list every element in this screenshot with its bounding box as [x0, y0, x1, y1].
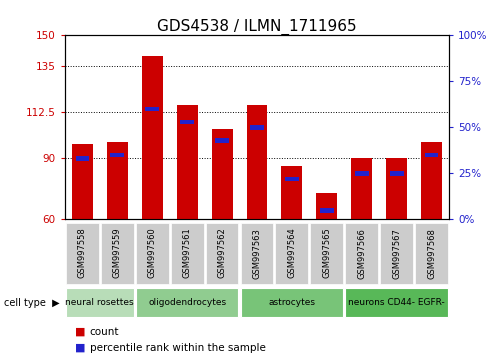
Bar [247, 105, 267, 219]
Bar [425, 153, 439, 157]
Text: percentile rank within the sample: percentile rank within the sample [90, 343, 265, 353]
Text: GSM997565: GSM997565 [322, 228, 331, 279]
FancyBboxPatch shape [275, 223, 308, 284]
Bar [250, 125, 264, 130]
Text: GSM997560: GSM997560 [148, 228, 157, 279]
Bar [72, 144, 93, 219]
Bar [281, 166, 302, 219]
Text: GSM997566: GSM997566 [357, 228, 366, 279]
Text: count: count [90, 327, 119, 337]
Bar [107, 142, 128, 219]
Text: GSM997562: GSM997562 [218, 228, 227, 279]
Text: GSM997558: GSM997558 [78, 228, 87, 279]
Text: ■: ■ [75, 327, 85, 337]
FancyBboxPatch shape [241, 223, 273, 284]
FancyBboxPatch shape [241, 288, 343, 317]
FancyBboxPatch shape [206, 223, 239, 284]
Text: GSM997563: GSM997563 [252, 228, 261, 279]
FancyBboxPatch shape [380, 223, 413, 284]
Text: GSM997559: GSM997559 [113, 228, 122, 279]
Bar [390, 171, 404, 176]
Text: neurons CD44- EGFR-: neurons CD44- EGFR- [348, 298, 445, 307]
Text: cell type  ▶: cell type ▶ [4, 298, 60, 308]
Bar [215, 138, 229, 143]
Bar [177, 105, 198, 219]
Text: GSM997567: GSM997567 [392, 228, 401, 279]
Title: GDS4538 / ILMN_1711965: GDS4538 / ILMN_1711965 [157, 19, 357, 35]
Bar [75, 156, 89, 161]
Bar [316, 193, 337, 219]
Bar [355, 171, 369, 176]
Text: neural rosettes: neural rosettes [65, 298, 134, 307]
FancyBboxPatch shape [415, 223, 448, 284]
FancyBboxPatch shape [310, 223, 343, 284]
FancyBboxPatch shape [136, 223, 169, 284]
Bar [212, 130, 233, 219]
Bar [386, 158, 407, 219]
FancyBboxPatch shape [66, 223, 99, 284]
Text: oligodendrocytes: oligodendrocytes [148, 298, 226, 307]
FancyBboxPatch shape [345, 288, 448, 317]
FancyBboxPatch shape [101, 223, 134, 284]
FancyBboxPatch shape [136, 288, 239, 317]
Bar [421, 142, 442, 219]
FancyBboxPatch shape [345, 223, 378, 284]
Bar [180, 120, 194, 124]
Text: astrocytes: astrocytes [268, 298, 315, 307]
Bar [351, 158, 372, 219]
Text: ■: ■ [75, 343, 85, 353]
Bar [320, 208, 334, 212]
Bar [145, 107, 159, 111]
FancyBboxPatch shape [171, 223, 204, 284]
Text: GSM997564: GSM997564 [287, 228, 296, 279]
Bar [285, 177, 299, 181]
Bar [142, 56, 163, 219]
Bar [110, 153, 124, 157]
FancyBboxPatch shape [66, 288, 134, 317]
Text: GSM997568: GSM997568 [427, 228, 436, 279]
Text: GSM997561: GSM997561 [183, 228, 192, 279]
